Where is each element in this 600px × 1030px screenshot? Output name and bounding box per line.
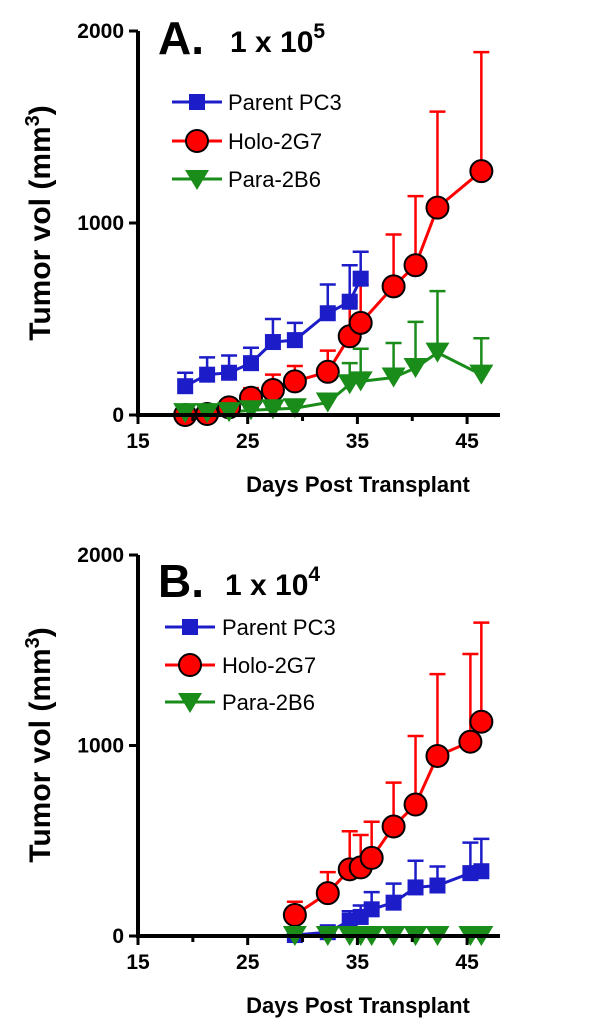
data-point-circle — [315, 359, 340, 384]
legend-triangle-marker-icon — [178, 693, 202, 713]
x-tick-label: 25 — [236, 951, 260, 974]
data-point-circle — [381, 274, 406, 299]
legend-label-holo-2g7: Holo-2G7 — [222, 653, 316, 678]
panel-title: 1 x 104 — [225, 563, 320, 602]
legend-label-parent-pc3: Parent PC3 — [228, 90, 342, 115]
panel-b: 15 25 35 45 0 1000 2000 B. 1 x 104 Days Post T… — [22, 544, 500, 1018]
data-point-triangle — [315, 392, 340, 413]
data-point-circle — [359, 845, 384, 870]
series-markers — [173, 159, 494, 427]
data-point-square — [385, 894, 402, 911]
axes: 15 25 35 45 0 1000 2000 — [77, 20, 500, 453]
legend-square-marker-icon — [182, 619, 198, 635]
data-point-square — [242, 355, 259, 372]
legend-entry-parent-pc3: Parent PC3 — [172, 90, 342, 115]
panel-letter: B. — [158, 555, 204, 607]
x-axis-title: Days Post Transplant — [246, 472, 470, 497]
legend-circle-marker-icon — [178, 653, 202, 677]
legend-entry-holo-2g7: Holo-2G7 — [172, 129, 322, 154]
data-point-circle — [381, 814, 406, 839]
x-tick-label: 15 — [126, 430, 150, 453]
legend-entry-parent-pc3: Parent PC3 — [165, 615, 336, 640]
legend-label-para-2b6: Para-2B6 — [222, 690, 315, 715]
x-tick-label: 15 — [126, 951, 150, 974]
panel-letter: A. — [158, 12, 204, 64]
y-tick-label: 1000 — [77, 735, 124, 758]
x-tick-label: 45 — [455, 430, 479, 453]
series-markers — [282, 709, 494, 946]
data-point-triangle — [217, 402, 242, 423]
axes: 15 25 35 45 0 1000 2000 — [77, 544, 500, 974]
data-point-triangle — [282, 398, 307, 419]
x-axis-title: Days Post Transplant — [246, 993, 470, 1018]
y-tick-label: 0 — [112, 404, 124, 427]
data-point-circle — [469, 159, 494, 184]
data-point-circle — [469, 709, 494, 734]
y-axis-title: Tumor vol (mm3) — [22, 105, 57, 341]
x-tick-label: 35 — [346, 430, 370, 453]
data-point-square — [177, 378, 194, 395]
data-point-circle — [282, 903, 307, 928]
y-axis-title: Tumor vol (mm3) — [22, 627, 57, 863]
data-point-triangle — [348, 371, 373, 392]
legend-square-marker-icon — [189, 94, 205, 110]
legend-triangle-marker-icon — [185, 170, 209, 190]
data-point-square — [264, 334, 281, 351]
panel-a: 15 25 35 45 0 1000 2000 A. 1 x 105 Days Post T… — [22, 12, 500, 497]
legend-circle-marker-icon — [185, 129, 209, 153]
data-point-circle — [458, 729, 483, 754]
legend-label-parent-pc3: Parent PC3 — [222, 615, 336, 640]
legend: Parent PC3 Holo-2G7 Para-2B6 — [172, 90, 342, 192]
data-point-circle — [282, 369, 307, 394]
x-tick-label: 45 — [455, 951, 479, 974]
y-tick-label: 2000 — [77, 20, 124, 43]
data-point-triangle — [425, 342, 450, 363]
y-tick-label: 0 — [112, 925, 124, 948]
data-point-square — [221, 364, 238, 381]
data-point-square — [407, 879, 424, 896]
legend-entry-para-2b6: Para-2B6 — [172, 167, 321, 192]
panel-title: 1 x 105 — [230, 20, 325, 59]
x-tick-label: 35 — [346, 951, 370, 974]
legend-entry-para-2b6: Para-2B6 — [165, 690, 315, 715]
legend-label-holo-2g7: Holo-2G7 — [228, 129, 322, 154]
data-point-square — [286, 332, 303, 349]
y-tick-label: 2000 — [77, 544, 124, 567]
data-point-triangle — [238, 400, 263, 421]
data-point-circle — [315, 881, 340, 906]
data-point-square — [363, 901, 380, 918]
data-point-circle — [403, 253, 428, 278]
series-line — [294, 720, 483, 917]
data-point-circle — [348, 310, 373, 335]
legend-label-para-2b6: Para-2B6 — [228, 167, 321, 192]
data-point-triangle — [381, 367, 406, 388]
y-tick-label: 1000 — [77, 212, 124, 235]
legend: Parent PC3 Holo-2G7 Para-2B6 — [165, 615, 336, 715]
data-point-square — [352, 270, 369, 287]
data-point-square — [341, 293, 358, 310]
x-tick-label: 25 — [236, 430, 260, 453]
data-point-circle — [260, 378, 285, 403]
data-point-circle — [403, 792, 428, 817]
data-point-square — [429, 877, 446, 894]
data-point-circle — [425, 743, 450, 768]
data-point-triangle — [403, 357, 428, 378]
data-point-triangle — [469, 364, 494, 385]
legend-entry-holo-2g7: Holo-2G7 — [165, 653, 316, 678]
data-point-square — [199, 366, 216, 383]
data-point-square — [319, 305, 336, 322]
data-point-circle — [425, 195, 450, 220]
data-point-square — [473, 863, 490, 880]
data-point-triangle — [260, 399, 285, 420]
